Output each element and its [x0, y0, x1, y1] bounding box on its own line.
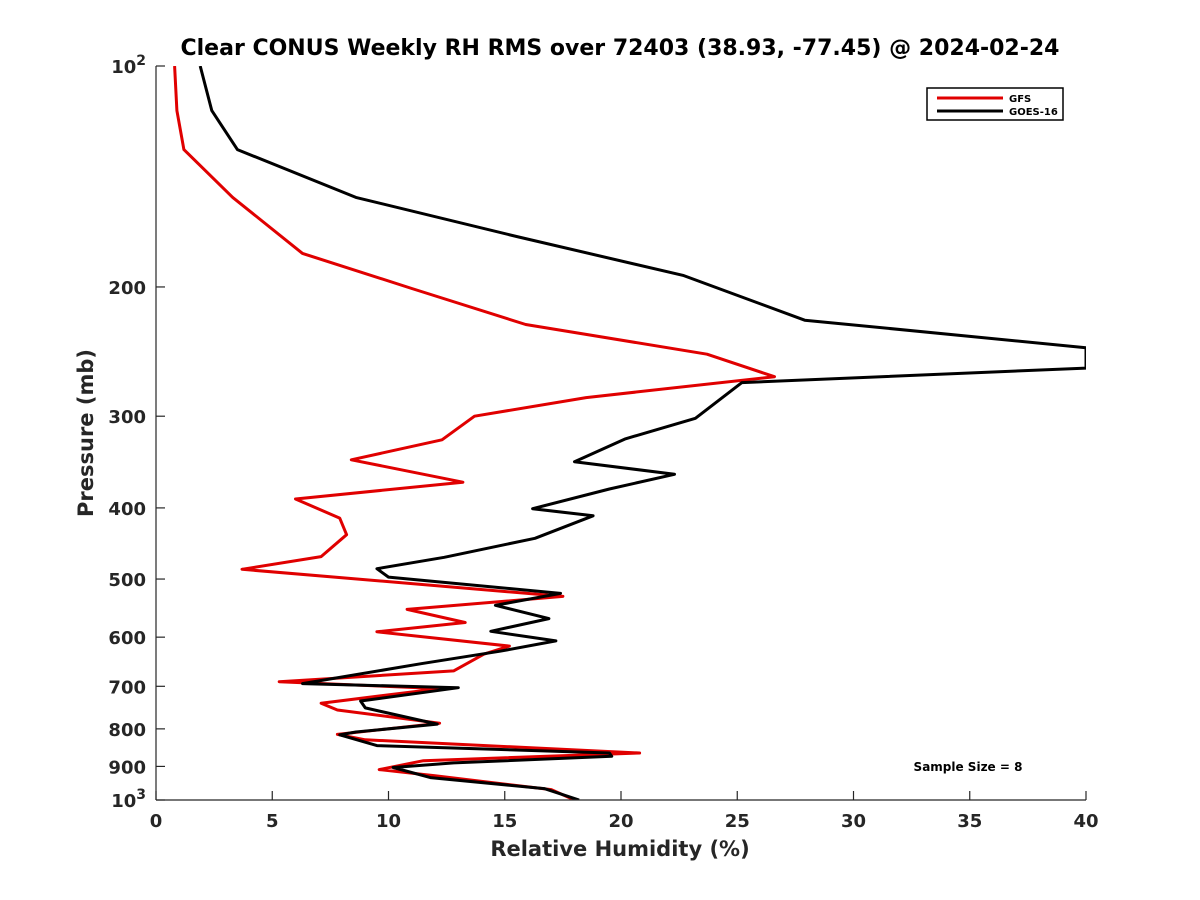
y-tick-label: 600 [108, 628, 146, 649]
x-tick-label: 15 [492, 811, 517, 832]
x-tick-label: 0 [150, 811, 163, 832]
legend: GFS GOES-16 [926, 87, 1064, 121]
y-tick-label: 200 [108, 278, 146, 299]
x-tick-label: 25 [725, 811, 750, 832]
series-line-goes-16 [198, 66, 1086, 800]
chart-title: Clear CONUS Weekly RH RMS over 72403 (38… [181, 36, 1060, 61]
x-tick-label: 10 [376, 811, 401, 832]
y-tick-label: 500 [108, 570, 146, 591]
y-tick-label: 900 [108, 757, 146, 778]
legend-label: GOES-16 [1009, 107, 1058, 118]
y-tick-label: 103 [111, 787, 146, 812]
x-axis-label: Relative Humidity (%) [490, 837, 749, 861]
y-tick-label: 800 [108, 720, 146, 741]
x-tick-label: 20 [608, 811, 633, 832]
x-tick-label: 5 [266, 811, 279, 832]
y-axis-label: Pressure (mb) [74, 349, 98, 517]
y-tick-label: 300 [108, 407, 146, 428]
y-tick-label: 400 [108, 499, 146, 520]
plot-area: 0 5 10 15 20 25 30 35 40 102 200 300 400 500 600 700 800… [108, 53, 1098, 832]
sample-size-annotation: Sample Size = 8 [914, 760, 1023, 774]
y-tick-label: 700 [108, 677, 146, 698]
legend-label: GFS [1009, 94, 1031, 105]
y-tick-label: 102 [111, 53, 146, 78]
x-tick-label: 30 [841, 811, 866, 832]
legend-box [926, 87, 1064, 121]
x-tick-label: 40 [1073, 811, 1098, 832]
x-tick-label: 35 [957, 811, 982, 832]
